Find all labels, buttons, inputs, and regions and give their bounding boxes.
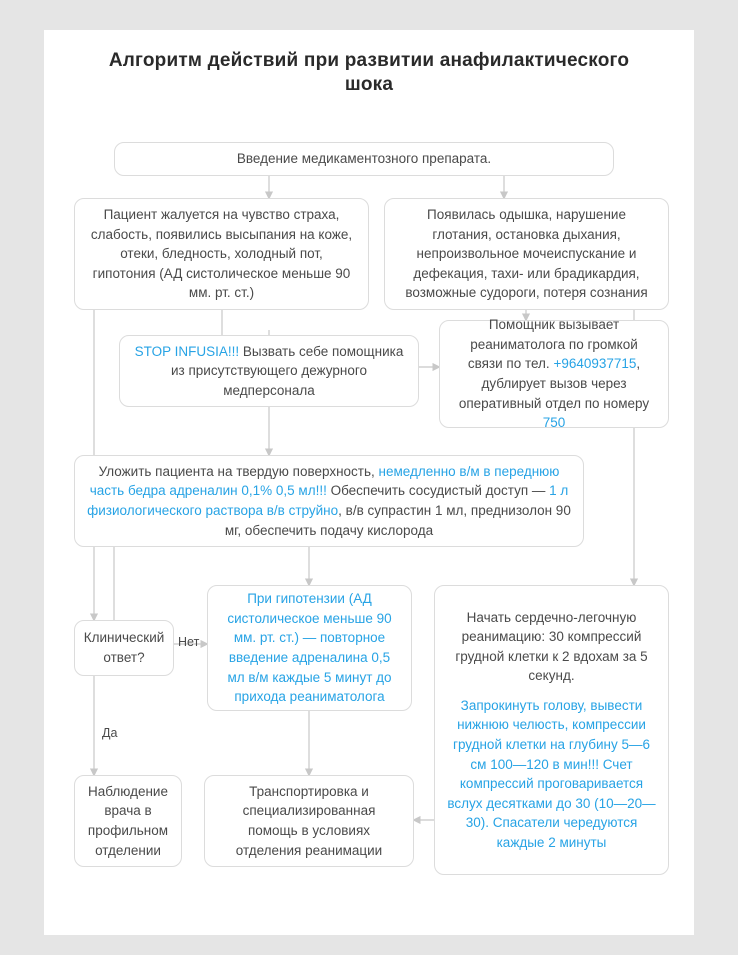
- node-stop-text: STOP INFUSIA!!! Вызвать себе помощника и…: [132, 342, 406, 401]
- node-intro: Введение медикаментозного препарата.: [114, 142, 614, 176]
- node-transport-text: Транспортировка и специализированная пом…: [217, 782, 401, 860]
- node-cpr: Начать сердечно-легочную реанимацию: 30 …: [434, 585, 669, 875]
- node-treatment-text: Уложить пациента на твердую поверхность,…: [87, 462, 571, 540]
- cpr-p1: Начать сердечно-легочную реанимацию: 30 …: [447, 608, 656, 686]
- treat-p2: Обеспечить сосудистый доступ —: [327, 483, 549, 498]
- node-treatment: Уложить пациента на твердую поверхность,…: [74, 455, 584, 547]
- node-observe-text: Наблюдение врача в профильном отделении: [87, 782, 169, 860]
- node-intro-text: Введение медикаментозного препарата.: [237, 149, 491, 169]
- edge-label-no: Нет: [178, 635, 199, 649]
- node-transport: Транспортировка и специализированная пом…: [204, 775, 414, 867]
- edge-label-yes: Да: [102, 726, 117, 740]
- chart-title-line2: шока: [44, 74, 694, 96]
- treat-p1: Уложить пациента на твердую поверхность,: [99, 464, 379, 479]
- node-symptoms-left: Пациент жалуется на чувство страха, слаб…: [74, 198, 369, 310]
- node-clinical-question: Клинический ответ?: [74, 620, 174, 676]
- stop-accent: STOP INFUSIA!!!: [135, 344, 240, 359]
- node-call-text: Помощник вызывает реаниматолога по громк…: [452, 315, 656, 432]
- node-clinq-text: Клинический ответ?: [84, 628, 165, 667]
- node-symptoms-right: Появилась одышка, нарушение глотания, ос…: [384, 198, 669, 310]
- node-call-reanimatolog: Помощник вызывает реаниматолога по громк…: [439, 320, 669, 428]
- page-canvas: Алгоритм действий при развитии анафилакт…: [0, 0, 738, 955]
- node-hypo-text: При гипотензии (АД систолическое меньше …: [220, 589, 399, 706]
- node-symptoms-right-text: Появилась одышка, нарушение глотания, ос…: [397, 205, 656, 303]
- node-stop-infusia: STOP INFUSIA!!! Вызвать себе помощника и…: [119, 335, 419, 407]
- call-phone: +9640937715: [553, 356, 636, 371]
- cpr-a1: Запрокинуть голову, вывести нижнюю челюс…: [447, 696, 656, 853]
- node-observation: Наблюдение врача в профильном отделении: [74, 775, 182, 867]
- node-symptoms-left-text: Пациент жалуется на чувство страха, слаб…: [87, 205, 356, 303]
- node-hypotension: При гипотензии (АД систолическое меньше …: [207, 585, 412, 711]
- chart-title-line1: Алгоритм действий при развитии анафилакт…: [44, 50, 694, 72]
- call-num: 750: [543, 415, 566, 430]
- flowchart-card: Алгоритм действий при развитии анафилакт…: [44, 30, 694, 935]
